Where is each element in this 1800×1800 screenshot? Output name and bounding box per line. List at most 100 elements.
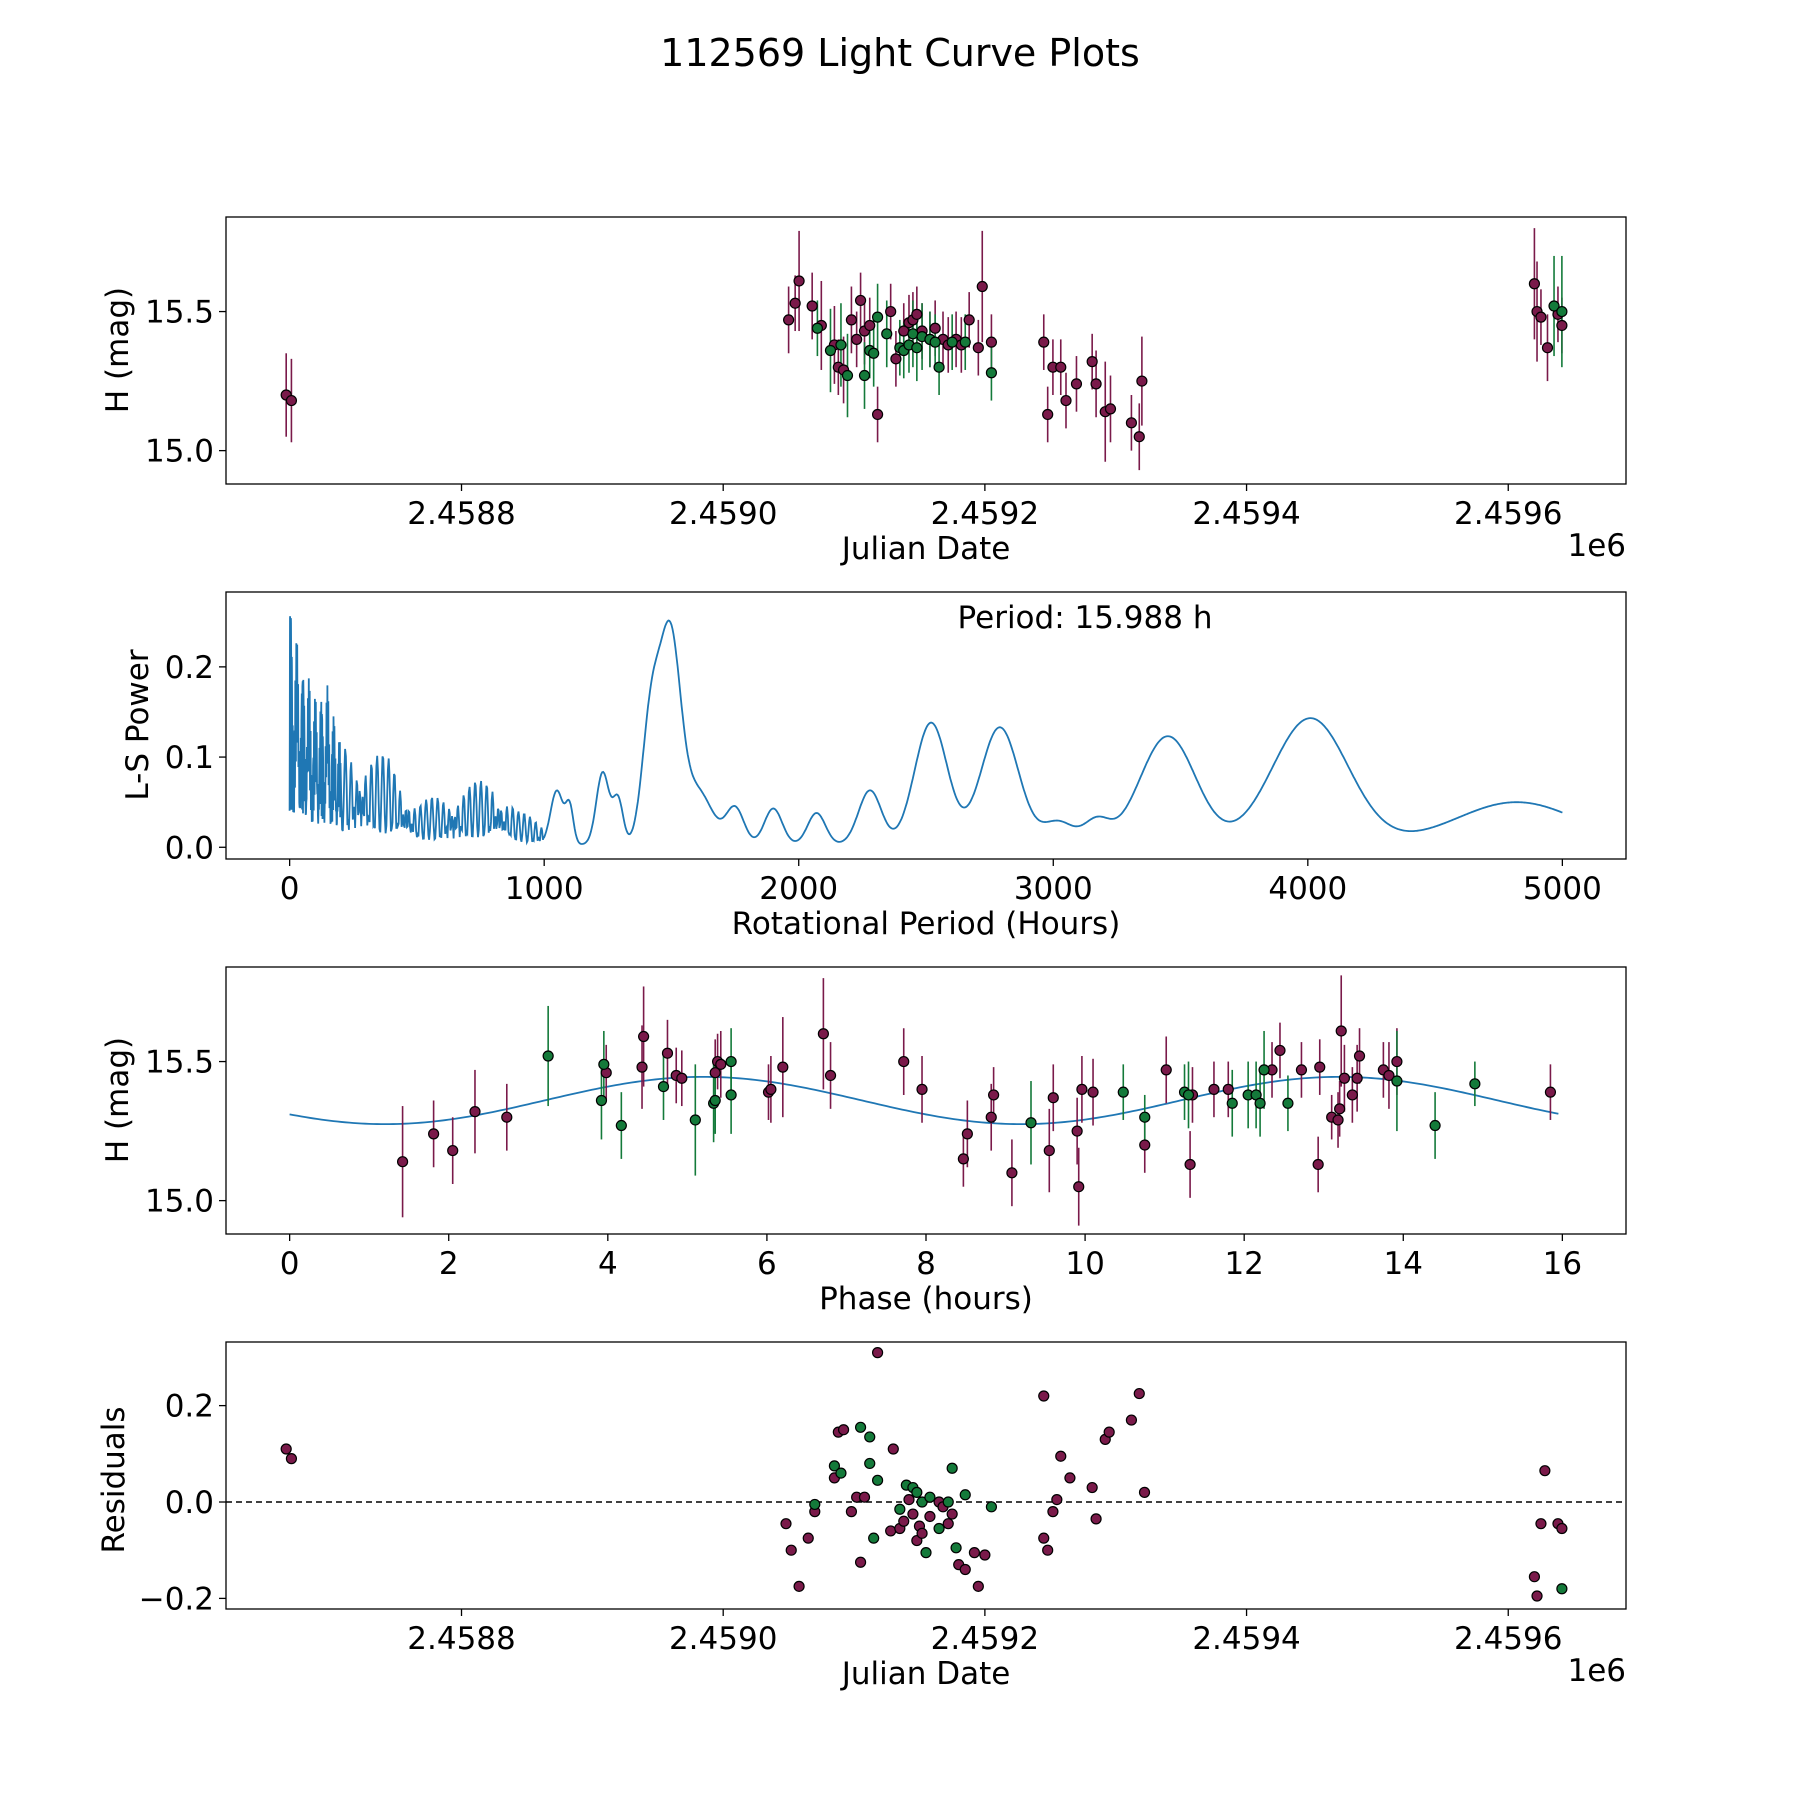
lightcurve-point-green: [946, 336, 958, 348]
phase-point-purple: [1391, 1055, 1403, 1068]
lightcurve-point-purple: [1541, 342, 1554, 354]
lightcurve-point-purple: [1090, 378, 1102, 390]
lightcurve-point-green: [824, 344, 837, 357]
phase-point-purple: [447, 1144, 459, 1157]
residuals-point-green: [985, 1501, 998, 1513]
lightcurve-point-purple: [1136, 375, 1148, 387]
residuals-offset-label: 1e6: [1567, 1653, 1626, 1689]
residuals-point-purple: [885, 1525, 897, 1537]
lightcurve-panel: 2.4588 2.4590 2.4592 2.4594 2.4596 15.0 15.5 J…: [100, 216, 1627, 567]
lightcurve-ytick-label: 15.0: [145, 434, 214, 470]
residuals-point-green: [933, 1522, 945, 1535]
lightcurve-point-purple: [929, 322, 941, 334]
residuals-point-purple: [1086, 1481, 1098, 1494]
residuals-point-green: [809, 1498, 821, 1511]
residuals-point-green: [950, 1542, 962, 1554]
residuals-point-purple: [1055, 1450, 1067, 1462]
phase-point-purple: [501, 1111, 513, 1123]
residuals-ylabel: Residuals: [96, 1406, 132, 1553]
periodogram-xtick-label: 1000: [505, 871, 584, 907]
residuals-point-purple: [887, 1443, 899, 1455]
residuals-point-purple: [942, 1518, 954, 1530]
lightcurve-point-purple: [806, 300, 818, 312]
residuals-ticks: 2.4588 2.4590 2.4592 2.4594 2.4596 −0.2 0.0 0.2: [139, 1389, 1563, 1657]
residuals-point-green: [864, 1431, 876, 1443]
lightcurve-point-purple: [1556, 319, 1568, 332]
lightcurve-ticks: 2.4588 2.4590 2.4592 2.4594 2.4596 15.0 15.5: [145, 295, 1563, 532]
phase-model-curve: [289, 1075, 1559, 1126]
phase-xtick-label: 12: [1224, 1246, 1263, 1282]
lightcurve-point-purple: [1055, 361, 1067, 373]
residuals-point-purple: [968, 1547, 981, 1559]
phase-point-green: [1258, 1064, 1270, 1076]
phase-point-purple: [396, 1156, 409, 1168]
lightcurve-point-purple: [851, 333, 863, 345]
phase-point-purple: [1087, 1086, 1099, 1098]
residuals-ytick-label: 0.2: [165, 1389, 214, 1425]
residuals-point-green: [911, 1486, 923, 1498]
lightcurve-point-green: [868, 347, 880, 359]
residuals-point-purple: [285, 1453, 298, 1465]
phase-point-purple: [715, 1058, 727, 1070]
lightcurve-point-green: [835, 339, 847, 351]
phase-point-purple: [1332, 1114, 1344, 1126]
residuals-point-purple: [1133, 1387, 1145, 1400]
residuals-point-purple: [854, 1556, 867, 1568]
residuals-xlabel: Julian Date: [840, 1656, 1011, 1692]
lightcurve-point-green: [911, 342, 923, 354]
lightcurve-point-purple: [963, 314, 975, 326]
residuals-point-green: [1556, 1583, 1568, 1595]
periodogram-xtick-label: 4000: [1268, 871, 1347, 907]
phase-point-green: [1282, 1097, 1294, 1109]
lightcurve-marks: [280, 228, 1568, 471]
residuals-frame: [225, 1341, 1627, 1610]
residuals-point-green: [835, 1467, 847, 1479]
periodogram-xtick-label: 3000: [1014, 871, 1093, 907]
residuals-point-purple: [1531, 1590, 1543, 1602]
phase-point-purple: [961, 1128, 973, 1140]
phase-point-green: [1139, 1111, 1151, 1123]
phase-xtick-label: 6: [757, 1246, 777, 1282]
phase-xtick-label: 8: [916, 1246, 936, 1282]
phase-point-green: [595, 1094, 608, 1107]
periodogram-panel: 0 1000 2000 3000 4000 5000 0.0 0.1 0.2 Period: 1…: [120, 591, 1627, 942]
residuals-point-purple: [845, 1506, 858, 1518]
residuals-point-purple: [785, 1544, 797, 1556]
phase-point-purple: [428, 1128, 440, 1140]
residuals-point-purple: [979, 1549, 991, 1561]
residuals-ytick-label: −0.2: [139, 1581, 214, 1617]
phase-xtick-label: 4: [598, 1246, 618, 1282]
phase-frame: [225, 966, 1627, 1235]
residuals-point-green: [959, 1489, 971, 1501]
lightcurve-xtick-label: 2.4588: [407, 496, 515, 532]
phase-ylabel: H (mag): [100, 1037, 136, 1163]
phase-point-purple: [1043, 1144, 1055, 1157]
phase-point-purple: [1338, 1072, 1351, 1084]
lightcurve-point-purple: [985, 336, 998, 348]
lightcurve-point-purple: [845, 314, 858, 326]
phase-point-purple: [1076, 1083, 1088, 1095]
residuals-point-purple: [802, 1532, 814, 1544]
residuals-point-purple: [1556, 1522, 1568, 1535]
periodogram-ylabel: L-S Power: [120, 649, 156, 800]
residuals-point-purple: [1125, 1414, 1138, 1426]
periodogram-ytick-label: 0.0: [165, 830, 214, 866]
phase-point-purple: [824, 1069, 837, 1082]
lightcurve-ytick-label: 15.5: [145, 295, 214, 331]
phase-point-purple: [709, 1067, 721, 1079]
phase-xlabel: Phase (hours): [819, 1281, 1033, 1317]
lightcurve-point-purple: [972, 342, 984, 354]
phase-point-green: [1429, 1119, 1441, 1132]
residuals-point-green: [920, 1547, 932, 1559]
lightcurve-point-green: [933, 361, 945, 373]
phase-point-green: [1182, 1089, 1195, 1101]
lightcurve-point-purple: [1060, 394, 1072, 407]
lightcurve-point-green: [959, 336, 971, 348]
lightcurve-point-purple: [1042, 408, 1054, 421]
phase-point-purple: [765, 1083, 777, 1095]
residuals-point-purple: [1051, 1493, 1063, 1506]
phase-point-green: [725, 1055, 737, 1068]
lightcurve-point-purple: [285, 394, 298, 407]
phase-point-purple: [1071, 1125, 1083, 1137]
